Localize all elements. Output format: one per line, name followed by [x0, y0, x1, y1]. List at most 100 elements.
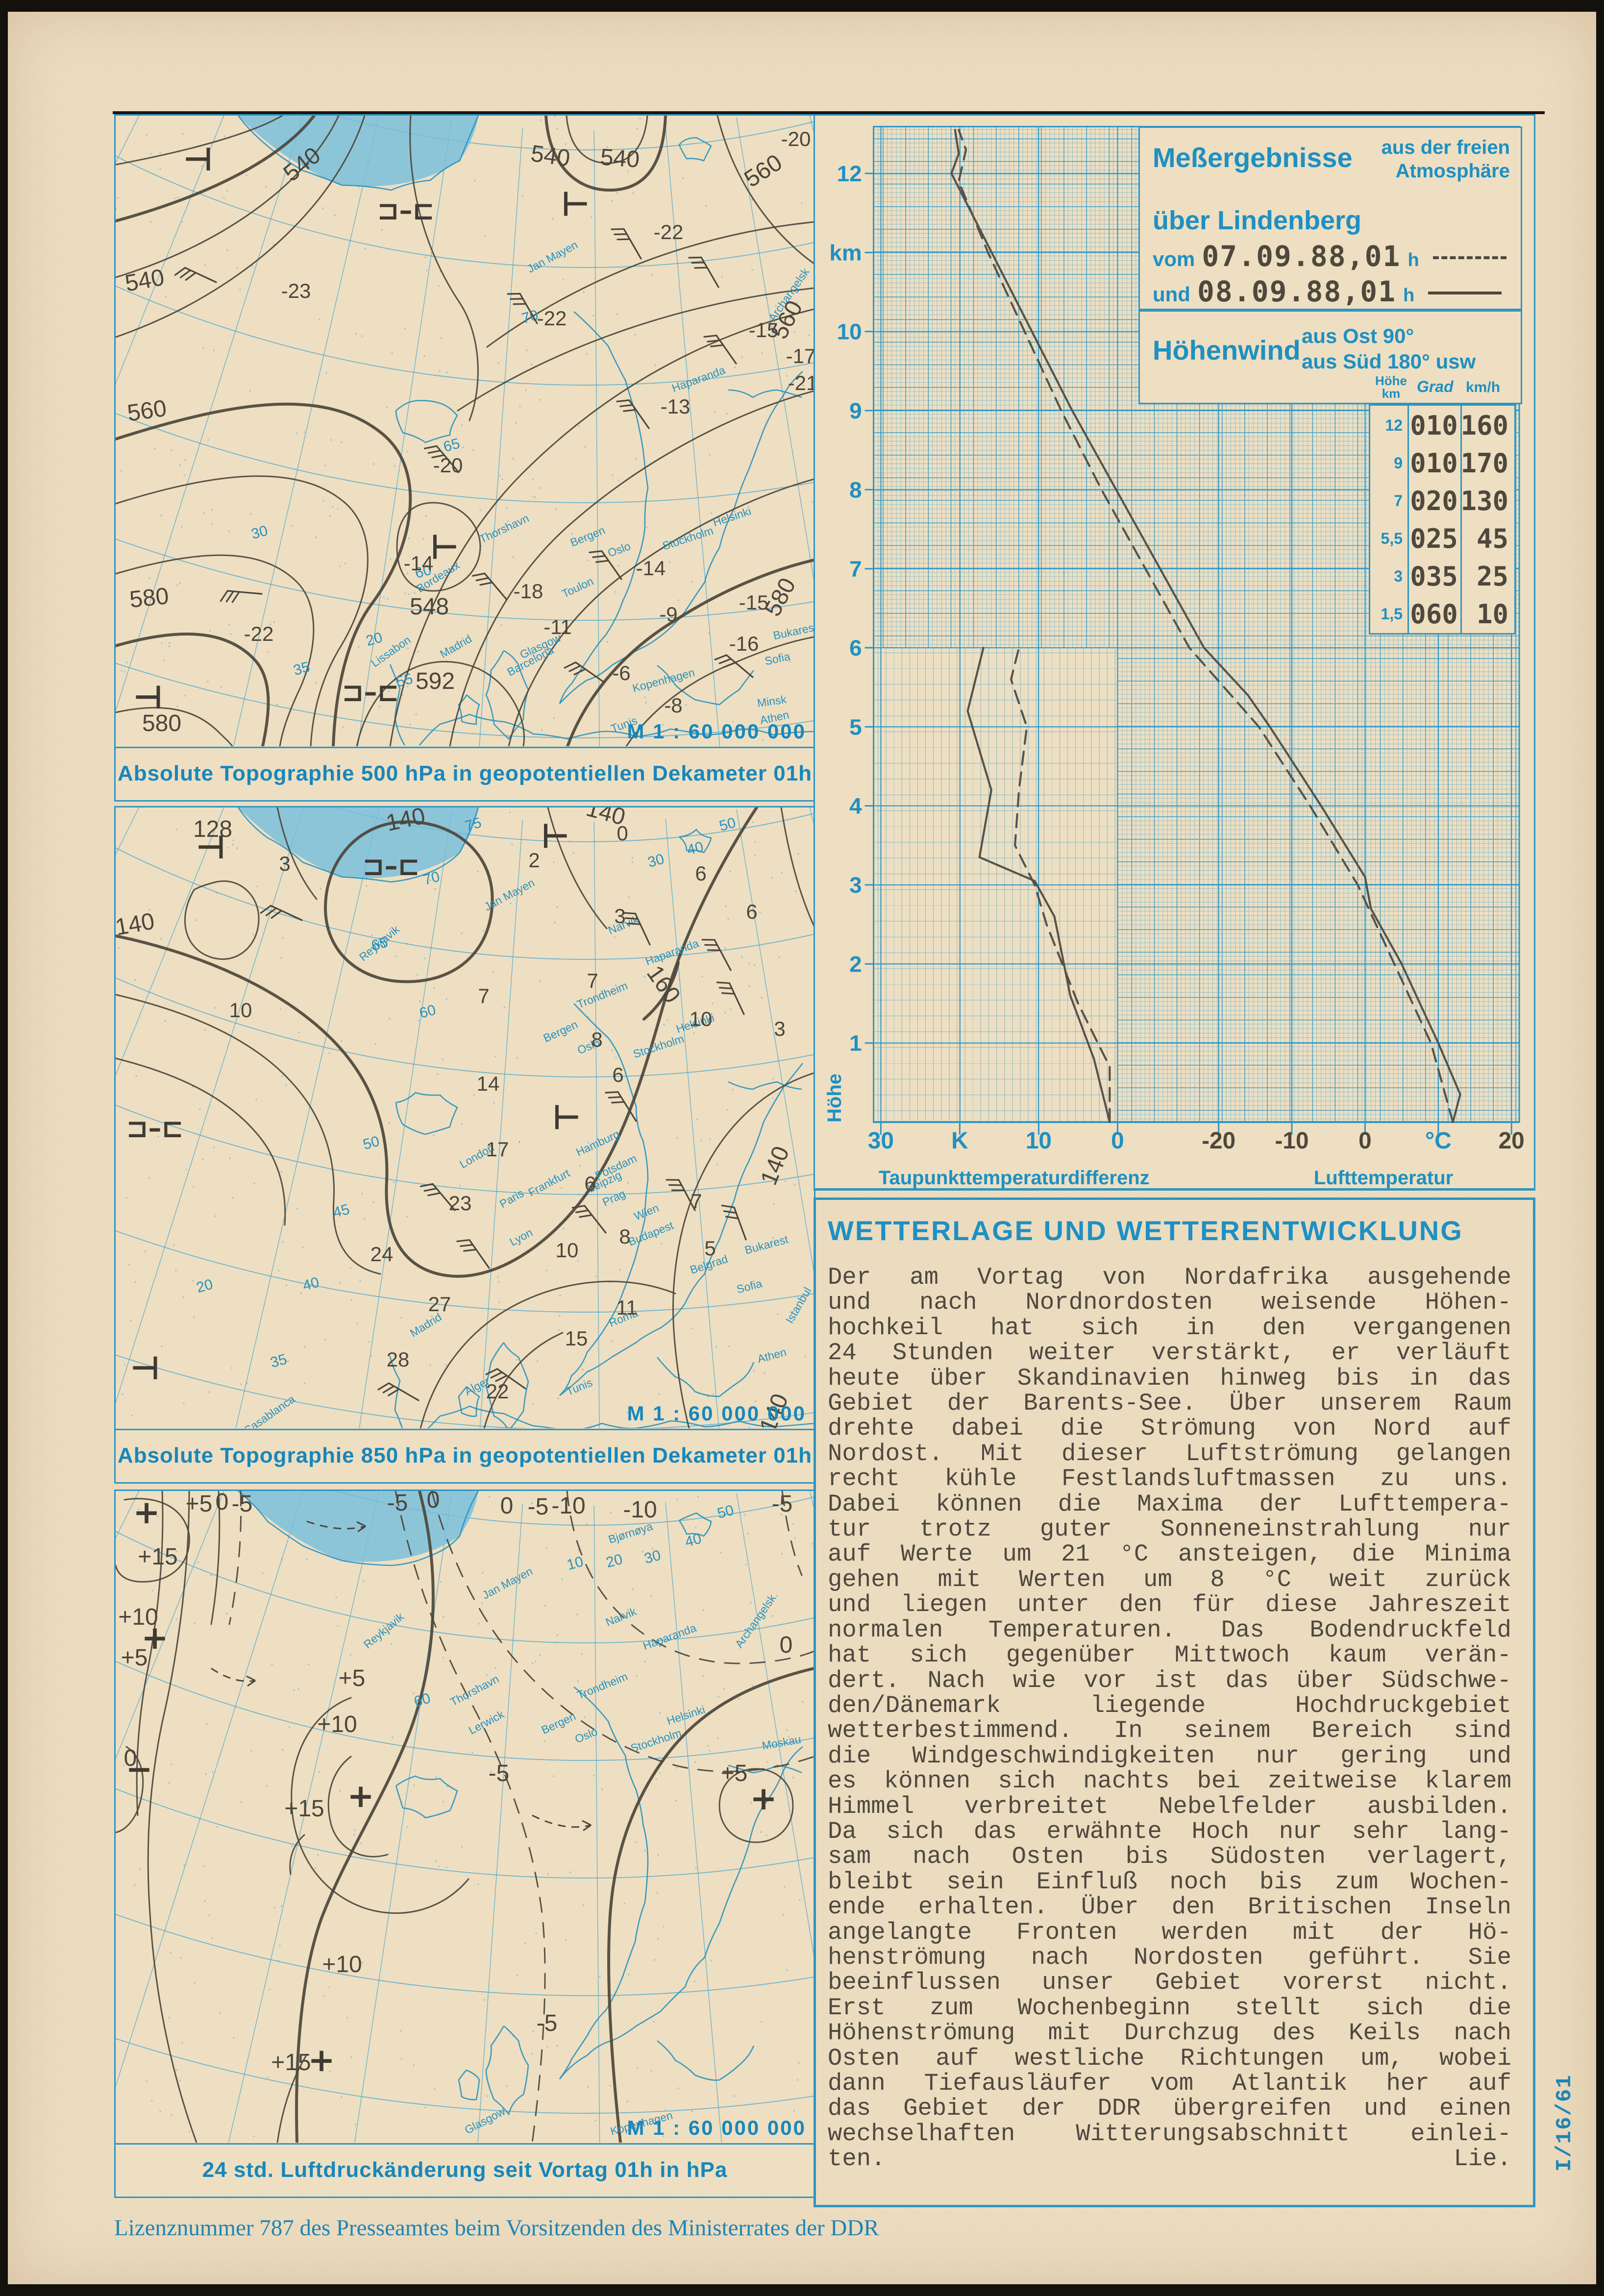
place-label: Haparanda	[670, 364, 727, 394]
report-text-line: tur trotz guter Sonneneinstrahlung nur	[828, 1515, 1511, 1543]
coastline	[559, 1686, 649, 2079]
temperature-label: -20	[433, 454, 463, 477]
wind-barb-icon	[703, 335, 737, 365]
coastline	[389, 664, 406, 746]
temperature-label: 7	[691, 1190, 702, 1213]
latitude-label: 45	[331, 1201, 351, 1221]
report-text-line: normalen Temperaturen. Das Bodendruckfel…	[828, 1616, 1511, 1644]
isoline	[116, 1746, 144, 1833]
wind-barb-icon	[471, 572, 508, 601]
temperature-label: 8	[619, 1225, 630, 1248]
place-label: Helsinki	[711, 505, 753, 529]
legend-title: Meßergebnisse	[1153, 142, 1353, 173]
x-tick-label: 10	[1026, 1128, 1052, 1154]
legend-subtitle-line1: aus der freien	[1381, 137, 1510, 158]
map-pressure-change-canvas: 50 40 30 60 10 20 Jan Mayen Bjørnøya NarvikHapar…	[116, 1491, 814, 2143]
coastline	[728, 389, 802, 398]
isoline	[295, 1491, 435, 2143]
latitude-label: 75	[463, 815, 483, 835]
contour-label: 540	[123, 265, 166, 297]
temperature-label: 7	[478, 984, 489, 1007]
isoline	[116, 116, 340, 278]
contour-label: 0	[427, 1491, 440, 1513]
wind-height: 5,5	[1381, 530, 1403, 547]
coastline	[419, 713, 814, 746]
isoline	[547, 807, 608, 929]
wind-barb-icon	[688, 256, 719, 288]
x-axis-caption-left: Taupunkttemperaturdifferenz	[879, 1167, 1150, 1189]
upper-air-sounding-chart: 12 km 10 9 8 7 6 5 4 3 2 1 30 K 10 0 -20 -10 0 °C 20 Meßerge…	[814, 114, 1535, 1191]
coastline	[238, 1491, 479, 1566]
temperature-label: 0	[617, 822, 628, 845]
contour-label: 580	[142, 710, 181, 736]
place-label: Budapest	[626, 1219, 675, 1248]
wind-height: 3	[1394, 567, 1403, 585]
report-text-line: Dabei können die Maxima der Lufttempera-	[828, 1490, 1511, 1518]
contour-label: -5	[772, 1491, 793, 1517]
report-text-line: 24 Stunden weiter verstärkt, er verläuft	[828, 1339, 1511, 1367]
wind-direction: 010	[1410, 448, 1458, 479]
contour-label: +5	[121, 1645, 148, 1671]
wind-height: 12	[1385, 416, 1403, 434]
y-tick-label: 5	[849, 714, 862, 739]
temperature-label: 27	[428, 1293, 451, 1316]
pressure-center-symbol: ⊐–⊏	[342, 677, 399, 708]
pressure-center-symbol: +	[347, 1777, 374, 1815]
movement-arrow-icon	[532, 1814, 592, 1832]
contour-label: 540	[529, 141, 572, 172]
map-caption: Absolute Topographie 500 hPa in geopoten…	[116, 747, 814, 800]
legend-date-row-2: und 08.09.88,01 h	[1153, 275, 1502, 308]
place-label: Istanbul	[783, 1285, 814, 1326]
wind-direction: 010	[1410, 410, 1458, 441]
isoline	[147, 1491, 197, 2143]
wind-barb-icon	[423, 445, 460, 473]
pressure-center-symbol: +	[141, 1619, 168, 1657]
contour-label: 0	[500, 1493, 514, 1519]
pressure-center-symbol: ⊐–⊏	[362, 851, 420, 881]
place-label: Oslo	[606, 539, 632, 560]
report-text-line: Der am Vortag von Nordafrika ausgehende	[828, 1264, 1511, 1291]
wind-speed: 170	[1460, 448, 1508, 479]
y-tick-label: 3	[849, 873, 862, 898]
y-tick-label: 7	[849, 557, 862, 582]
isoline	[781, 1491, 803, 1576]
temperature-label: -13	[661, 395, 691, 418]
place-label: Reykjavik	[361, 1610, 406, 1651]
isoline	[276, 2053, 308, 2143]
temperature-label: -23	[281, 279, 311, 302]
isoline	[184, 880, 260, 960]
contour-label: 0	[780, 1632, 793, 1658]
pressure-center-symbol: ⊣	[130, 1349, 160, 1387]
latitude-label: 70	[421, 869, 442, 889]
report-text-line: die Windgeschwindigkeiten nur gering und	[828, 1742, 1511, 1770]
contour-label: 128	[193, 816, 232, 842]
pressure-center-symbol: ⊥	[425, 532, 463, 562]
wind-table-row: 9 010 170	[1370, 444, 1514, 482]
latitude-label: 40	[683, 1531, 703, 1551]
report-text-line: Himmel verbreitet Nebelfelder ausbilden.	[828, 1792, 1511, 1820]
contour-label: +10	[118, 1604, 158, 1630]
coastline	[559, 311, 649, 704]
temperature-label: -8	[664, 694, 682, 717]
sounding-curve	[966, 646, 1111, 1124]
temperature-label: 5	[704, 1237, 716, 1260]
isoline	[566, 559, 814, 746]
place-label: Lyon	[507, 1226, 534, 1248]
temperature-label: 24	[370, 1243, 394, 1266]
wind-speed: 10	[1476, 599, 1508, 630]
y-tick-label: 10	[837, 319, 862, 344]
isoline	[116, 807, 758, 1278]
contour-label: +15	[284, 1796, 324, 1822]
place-label: Thorshavn	[448, 1672, 501, 1709]
report-text-line: gehen mit Werten um 8 °C weit zurück	[828, 1565, 1511, 1593]
wind-barb-icon	[571, 1205, 607, 1234]
y-axis-caption: Höhe	[824, 1074, 845, 1123]
isoline	[431, 1491, 814, 1772]
place-label: Helsinki	[665, 1703, 707, 1728]
temperature-label: 8	[591, 1028, 602, 1051]
isoline	[409, 116, 479, 421]
isoline	[116, 633, 270, 746]
contour-label: -10	[551, 1493, 585, 1519]
legend-date-row-1: vom 07.09.88,01 h	[1153, 240, 1506, 273]
temperature-label: -21	[788, 371, 814, 394]
